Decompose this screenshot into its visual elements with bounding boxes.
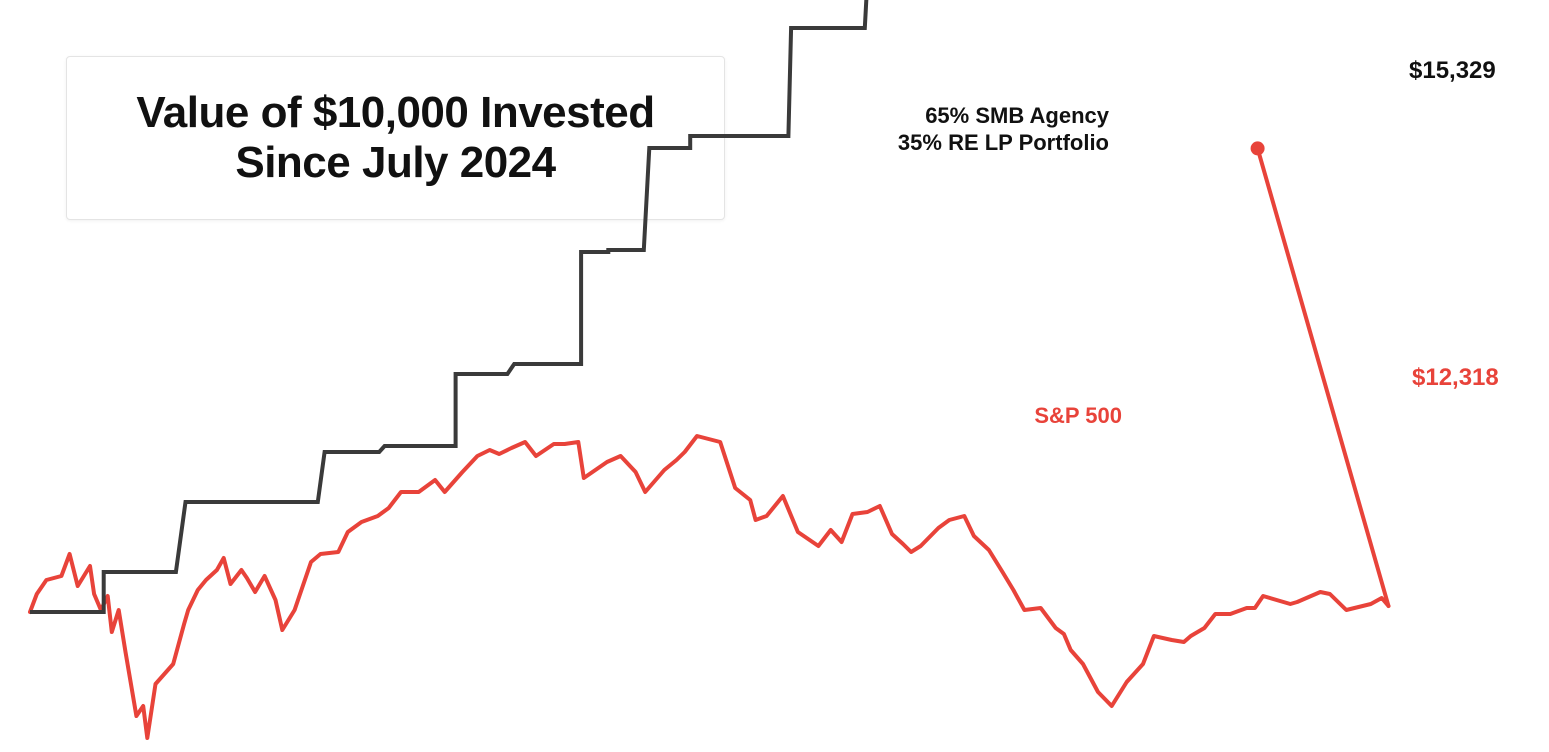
sp500-series-label: S&P 500	[1034, 403, 1122, 428]
sp500-series-line	[28, 434, 1391, 740]
sp500-end-value-label: $12,318	[1412, 364, 1499, 391]
chart-title-card: Value of $10,000 Invested Since July 202…	[66, 56, 725, 220]
portfolio-end-value-label: $15,329	[1409, 57, 1496, 84]
chart-title-line-2: Since July 2024	[235, 138, 556, 187]
chart-title-line-1: Value of $10,000 Invested	[136, 88, 655, 137]
portfolio-series-line	[30, 0, 869, 614]
sp500-end-point	[1250, 141, 1265, 156]
portfolio-series-label-line-2: 35% RE LP Portfolio	[898, 130, 1109, 155]
sp500-series-line-tail	[1255, 146, 1391, 608]
portfolio-series-label-line-1: 65% SMB Agency	[925, 103, 1110, 128]
